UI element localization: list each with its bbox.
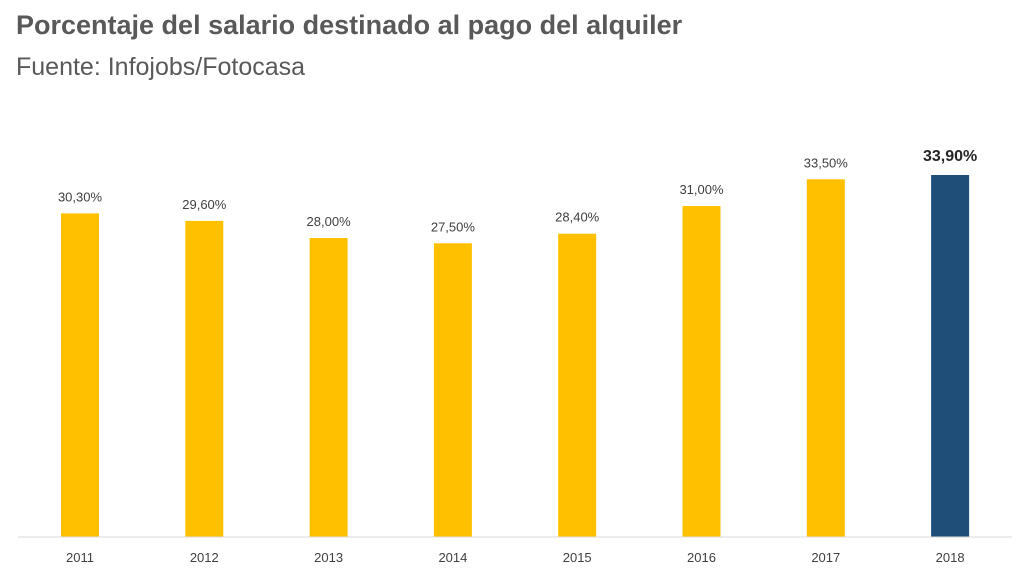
data-label-2015: 28,40% [555,210,600,225]
x-tick-label-2017: 2017 [811,550,840,565]
x-tick-label-2012: 2012 [190,550,219,565]
x-tick-label-2018: 2018 [936,550,965,565]
bar-2017 [806,179,845,538]
bar-2014 [433,243,472,538]
data-labels-layer: 30,30% 29,60% 28,00% 27,50% 28,40% 31,00% 33,5… [58,148,977,234]
x-tick-labels-layer: 2011 2012 2013 2014 2015 2016 2017 2018 [66,550,965,565]
data-label-2013: 28,00% [307,214,352,229]
bar-2018 [931,175,970,537]
x-tick-label-2014: 2014 [438,550,467,565]
x-tick-label-2013: 2013 [314,550,343,565]
data-label-2017: 33,50% [804,155,849,170]
bar-2011 [61,213,99,537]
data-label-2011: 30,30% [58,189,103,204]
bar-2013 [309,238,348,537]
bar-2016 [682,206,721,537]
data-label-2016: 31,00% [679,182,724,197]
x-tick-label-2011: 2011 [66,550,94,565]
x-tick-label-2015: 2015 [563,550,592,565]
bar-2012 [185,220,224,537]
x-tick-label-2016: 2016 [687,550,716,565]
bars-layer [61,175,970,538]
bar-2015 [558,233,597,537]
data-label-2014: 27,50% [431,219,476,234]
chart-subtitle: Fuente: Infojobs/Fotocasa [16,53,306,81]
chart-title: Porcentaje del salario destinado al pago… [16,10,683,40]
data-label-2018: 33,90% [923,148,977,165]
data-label-2012: 29,60% [182,197,227,212]
